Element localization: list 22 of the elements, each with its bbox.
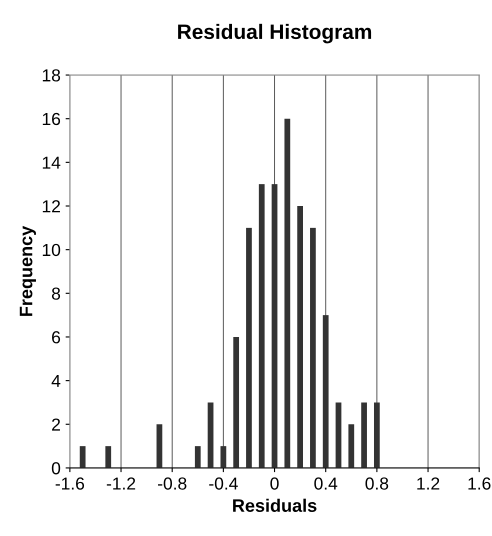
x-tick-label: 0.4 bbox=[314, 477, 338, 490]
y-tick-label: 18 bbox=[42, 69, 60, 82]
y-tick-label: 4 bbox=[52, 374, 60, 387]
chart-title: Residual Histogram bbox=[178, 24, 372, 44]
y-axis-title: Frequency bbox=[20, 226, 36, 316]
y-tick-label: 16 bbox=[42, 112, 60, 126]
x-tick-label: 0 bbox=[270, 477, 279, 490]
y-tick-label: 8 bbox=[52, 287, 60, 300]
x-tick-label: -1.2 bbox=[106, 477, 136, 490]
x-tick-label: 0.8 bbox=[365, 477, 388, 490]
x-tick-label: -0.8 bbox=[158, 477, 186, 490]
x-tick-label: -0.4 bbox=[209, 477, 238, 490]
y-tick-label: 2 bbox=[52, 418, 60, 431]
y-tick-label: 12 bbox=[42, 200, 60, 212]
y-tick-label: 0 bbox=[52, 462, 60, 474]
x-tick-label: 1.6 bbox=[468, 477, 491, 490]
y-tick-label: 10 bbox=[42, 244, 60, 256]
y-tick-label: 6 bbox=[52, 331, 60, 344]
x-axis-title: Residuals bbox=[233, 498, 316, 512]
x-tick-label: 1.2 bbox=[417, 477, 440, 490]
x-tick-label: -1.6 bbox=[56, 477, 84, 490]
y-tick-label: 14 bbox=[42, 156, 60, 169]
